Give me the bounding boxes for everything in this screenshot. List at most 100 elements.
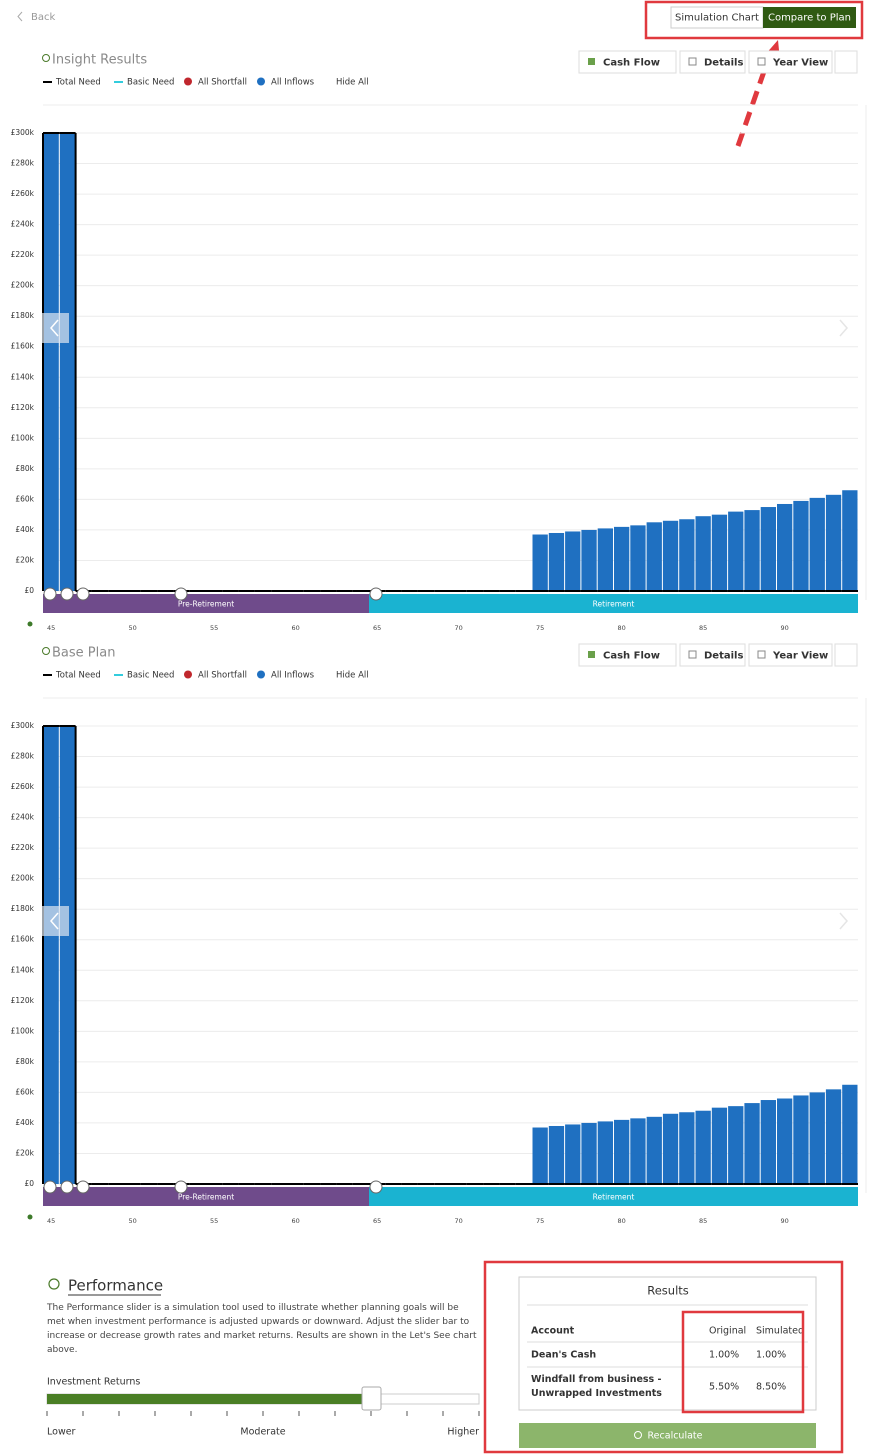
x-tick-label: 90 <box>781 1217 789 1225</box>
bar <box>581 1122 597 1184</box>
prev-arrow[interactable] <box>42 906 69 936</box>
event-icon[interactable] <box>174 1180 188 1194</box>
event-icon[interactable] <box>43 1180 57 1194</box>
column-header: Simulated <box>756 1326 804 1337</box>
y-tick-label: £180k <box>11 311 35 320</box>
y-tick-label: £200k <box>11 281 35 290</box>
y-tick-label: £20k <box>15 1148 34 1157</box>
account-name: Windfall from business - Unwrapped Inves… <box>531 1374 662 1399</box>
y-tick-label: £40k <box>15 525 34 534</box>
legend-label[interactable]: All Inflows <box>271 78 315 88</box>
legend-swatch <box>257 77 265 86</box>
event-icon[interactable] <box>60 1180 74 1194</box>
y-tick-label: £100k <box>11 433 35 442</box>
toolbar-label: Details <box>704 651 743 662</box>
event-icon[interactable] <box>60 587 74 601</box>
slider-thumb[interactable] <box>361 1386 382 1411</box>
prev-arrow[interactable] <box>42 313 69 343</box>
event-icon[interactable] <box>369 1180 383 1194</box>
bar <box>711 514 728 591</box>
scale-lower: Lower <box>47 1427 76 1438</box>
performance-icon <box>48 1278 60 1290</box>
x-tick-label: 65 <box>373 624 381 632</box>
back-link[interactable]: Back <box>31 12 55 23</box>
event-icon[interactable] <box>369 587 383 601</box>
bar <box>565 1124 581 1184</box>
y-tick-label: £180k <box>11 904 35 913</box>
hide-all[interactable]: Hide All <box>336 78 369 88</box>
y-tick-label: £60k <box>15 494 34 503</box>
legend-label[interactable]: All Shortfall <box>198 671 247 681</box>
y-tick-label: £300k <box>11 128 35 137</box>
event-icon[interactable] <box>174 587 188 601</box>
y-tick-label: £160k <box>11 342 35 351</box>
bar <box>728 1106 744 1184</box>
x-tick-label: 55 <box>210 1217 218 1225</box>
toolbar-icon <box>757 57 766 66</box>
toolbar-label: Details <box>704 58 743 69</box>
legend-swatch <box>184 77 192 86</box>
event-icon[interactable] <box>43 587 57 601</box>
legend-label[interactable]: Total Need <box>55 671 101 681</box>
bar <box>614 526 630 591</box>
event-icon[interactable] <box>76 587 90 601</box>
highlight-box <box>681 1310 805 1414</box>
bar <box>728 511 744 591</box>
x-tick-label: 65 <box>373 1217 381 1225</box>
chart-title: Insight Results <box>52 53 147 68</box>
x-tick-label: 90 <box>781 624 789 632</box>
original-rate: 5.50% <box>709 1382 739 1393</box>
more-button[interactable] <box>834 50 858 74</box>
bar <box>825 1089 842 1184</box>
x-tick-label: 85 <box>699 1217 707 1225</box>
toolbar-button[interactable] <box>748 643 833 667</box>
slider-label: Investment Returns <box>47 1377 140 1388</box>
bar <box>809 497 825 591</box>
bar <box>711 1107 728 1184</box>
x-tick-label: 75 <box>536 624 544 632</box>
y-tick-label: £120k <box>11 996 35 1005</box>
recalculate-button[interactable] <box>519 1423 816 1448</box>
toolbar-button[interactable] <box>578 643 677 667</box>
toolbar-button[interactable] <box>679 643 746 667</box>
y-tick-label: £260k <box>11 189 35 198</box>
legend-label[interactable]: All Inflows <box>271 671 315 681</box>
toolbar-icon <box>688 650 697 659</box>
next-arrow-icon[interactable] <box>839 319 848 337</box>
bar <box>695 1110 711 1184</box>
x-tick-label: 45 <box>47 624 55 632</box>
bar <box>43 133 59 591</box>
x-tick-label: 80 <box>618 624 626 632</box>
x-tick-label: 70 <box>455 624 463 632</box>
legend-label[interactable]: Basic Need <box>127 78 174 88</box>
legend-label[interactable]: All Shortfall <box>198 78 247 88</box>
simulation-chart-label: Simulation Chart <box>675 13 759 24</box>
event-icon[interactable] <box>76 1180 90 1194</box>
toolbar-button[interactable] <box>679 50 746 74</box>
phase-label: Pre-Retirement <box>178 600 234 609</box>
toolbar-button[interactable] <box>578 50 677 74</box>
y-tick-label: £220k <box>11 843 35 852</box>
next-arrow-icon[interactable] <box>839 912 848 930</box>
x-tick-label: 60 <box>292 1217 300 1225</box>
bar <box>793 500 809 591</box>
title-icon <box>42 647 50 655</box>
compare-to-plan-button[interactable] <box>763 7 856 28</box>
more-button[interactable] <box>834 643 858 667</box>
y-tick-label: £40k <box>15 1118 34 1127</box>
y-tick-label: £280k <box>11 159 35 168</box>
bar <box>614 1119 630 1184</box>
x-tick-label: 50 <box>129 624 137 632</box>
bar <box>679 519 695 591</box>
bar <box>548 1125 565 1184</box>
y-tick-label: £240k <box>11 220 35 229</box>
bar <box>695 516 711 591</box>
toolbar-button[interactable] <box>748 50 833 74</box>
legend-label[interactable]: Total Need <box>55 78 101 88</box>
bar <box>777 1098 793 1184</box>
hide-all[interactable]: Hide All <box>336 671 369 681</box>
toolbar-icon <box>688 57 697 66</box>
toolbar-icon <box>588 651 595 658</box>
legend-label[interactable]: Basic Need <box>127 671 174 681</box>
